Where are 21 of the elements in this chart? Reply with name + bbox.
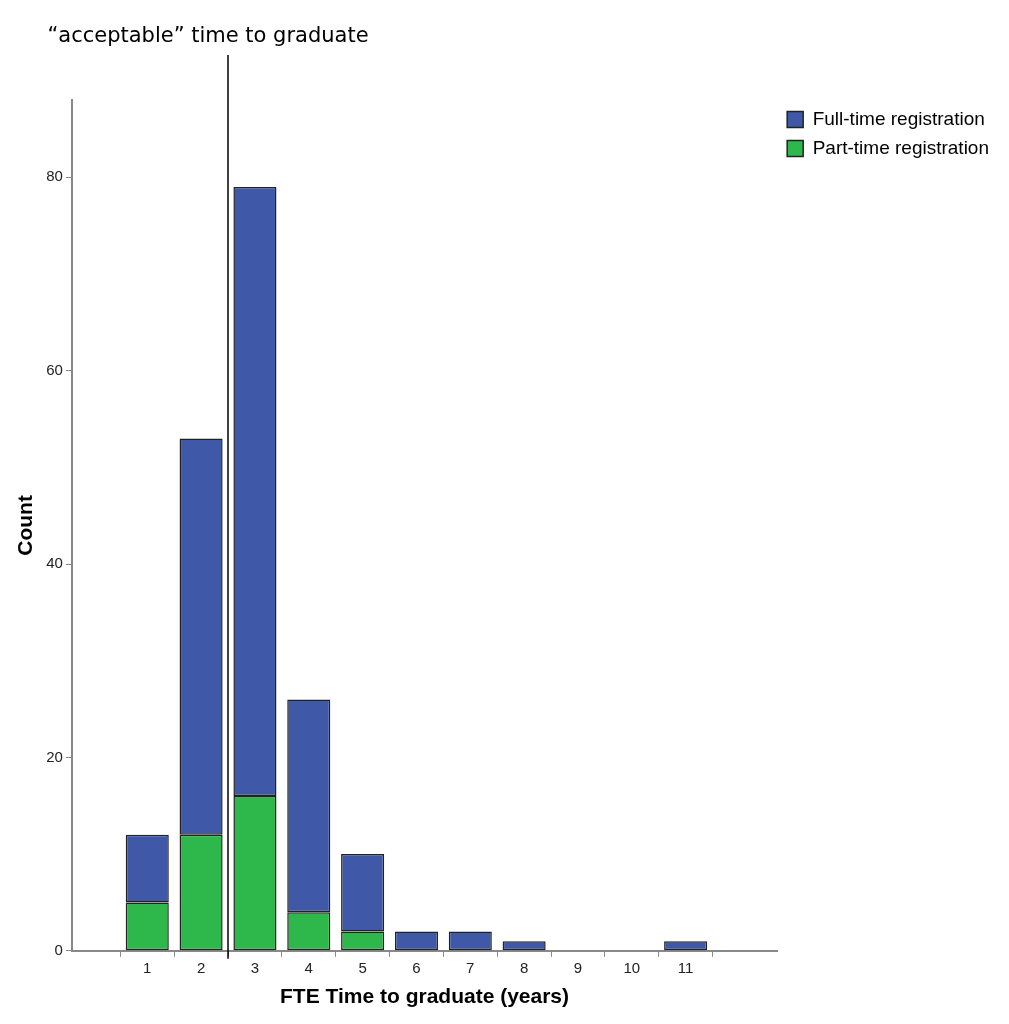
x-tick-label: 8 xyxy=(519,958,529,976)
x-tick-label: 7 xyxy=(466,958,475,976)
x-axis-title: FTE Time to graduate (years) xyxy=(280,984,570,1008)
x-tick-label: 4 xyxy=(304,958,313,976)
y-axis-title: Count xyxy=(13,495,37,556)
legend-label: Part-time registration xyxy=(812,136,990,158)
x-tick-label: 2 xyxy=(196,958,206,976)
x-tick-label: 1 xyxy=(143,958,152,976)
x-tick-label: 11 xyxy=(677,958,694,976)
y-tick-label: 20 xyxy=(46,747,63,765)
y-tick-label: 80 xyxy=(46,167,63,185)
x-tick-label: 9 xyxy=(573,958,583,976)
y-tick-label: 40 xyxy=(46,554,63,572)
x-tick-label: 3 xyxy=(250,958,260,976)
x-tick-label: 5 xyxy=(358,958,367,976)
y-tick-label: 0 xyxy=(54,940,63,958)
x-tick-label: 6 xyxy=(412,958,421,976)
ref-line-label: “acceptable” time to graduate xyxy=(47,23,369,47)
legend-label: Full-time registration xyxy=(812,107,985,129)
y-tick-label: 60 xyxy=(46,360,63,378)
x-tick-label: 10 xyxy=(623,958,641,976)
